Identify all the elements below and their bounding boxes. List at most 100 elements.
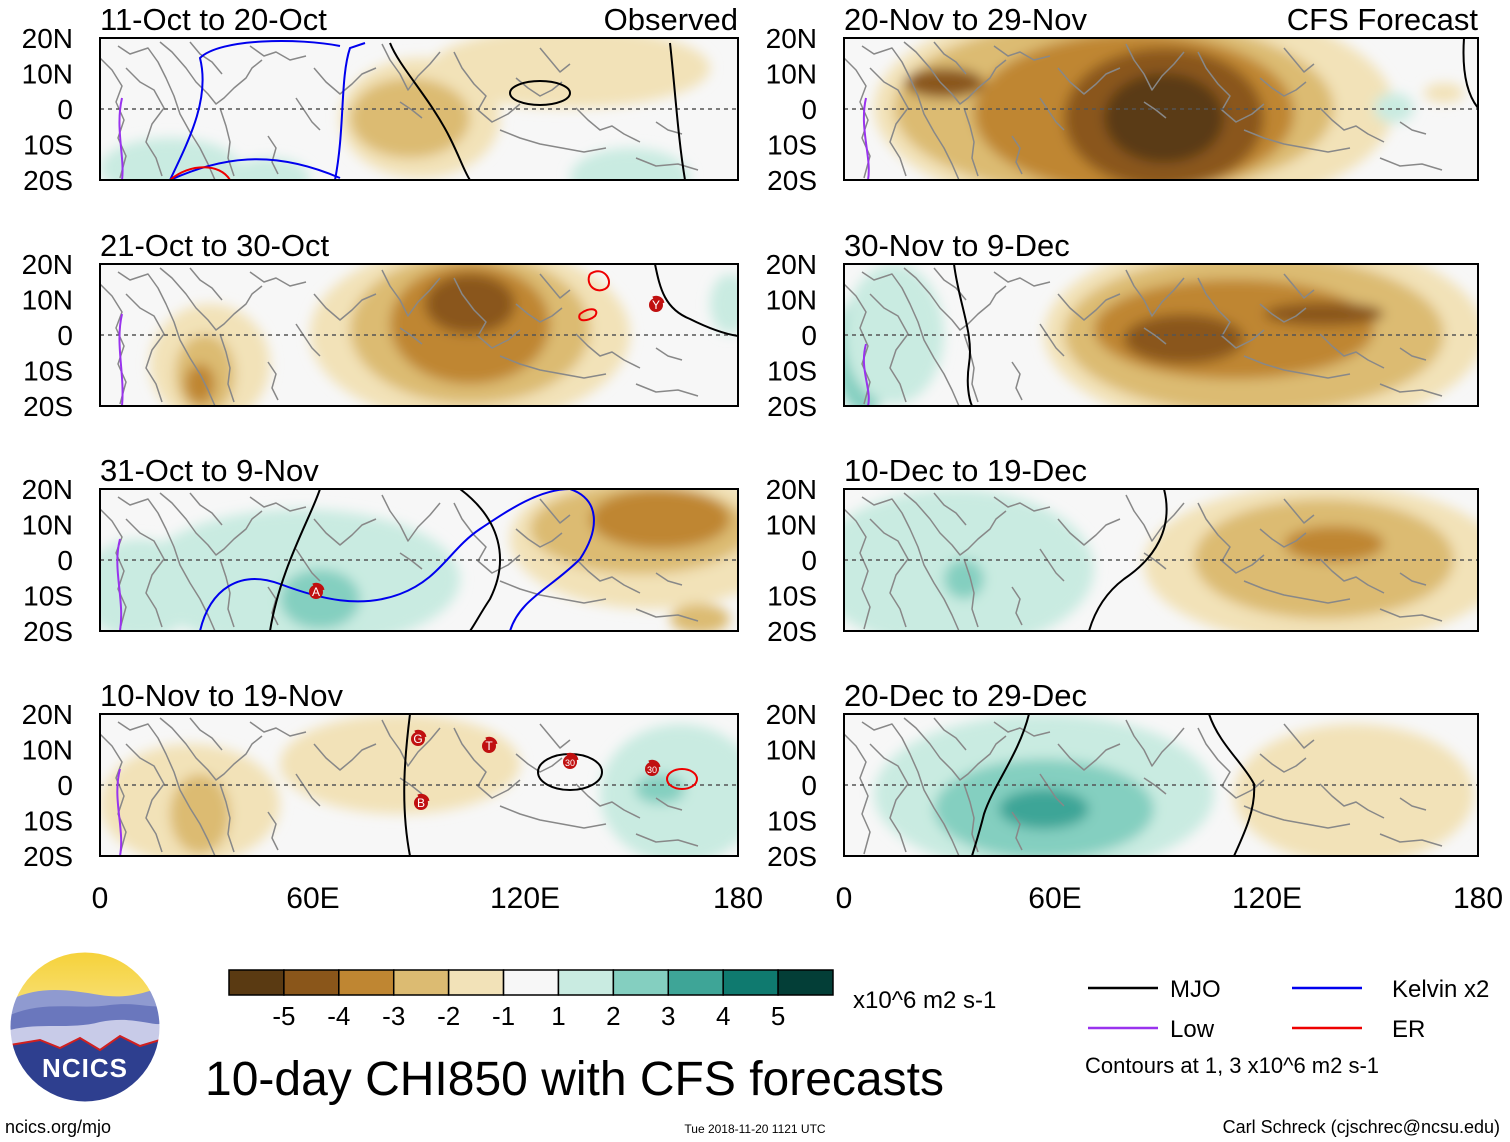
panel-period-label: 20-Nov to 29-Nov bbox=[844, 2, 1087, 37]
colorbar-label: -2 bbox=[437, 1001, 460, 1031]
contour-note: Contours at 1, 3 x10^6 m2 s-1 bbox=[1085, 1053, 1379, 1078]
lat-label: 10S bbox=[23, 130, 73, 161]
legend-label-kelvin: Kelvin x2 bbox=[1392, 976, 1489, 1003]
lat-label: 20S bbox=[767, 841, 817, 872]
lat-label: 10S bbox=[767, 806, 817, 837]
longitude-labels-left: 0 60E 120E 180 bbox=[92, 882, 763, 915]
lat-label: 0 bbox=[801, 545, 817, 576]
contour-legend: MJO Kelvin x2 Low ER Contours at 1, 3 x1… bbox=[1085, 976, 1489, 1078]
storm-marker: 30 bbox=[645, 759, 661, 776]
colorbar-swatch bbox=[777, 969, 834, 996]
colorbar-label: -1 bbox=[492, 1001, 515, 1031]
storm-label: 30 bbox=[647, 765, 657, 775]
storm-label: Y bbox=[652, 298, 660, 312]
legend-label-low: Low bbox=[1170, 1016, 1215, 1043]
lat-label: 20S bbox=[23, 616, 73, 647]
ncics-logo: NCICS bbox=[9, 951, 161, 1103]
storm-marker: G bbox=[411, 729, 427, 746]
units-label: x10^6 m2 s-1 bbox=[853, 987, 996, 1014]
panel-forecast-3: 10-Dec to 19-Dec bbox=[843, 453, 1479, 632]
lat-label: 10N bbox=[766, 59, 817, 90]
lat-label: 20S bbox=[767, 616, 817, 647]
panel-period-label: 21-Oct to 30-Oct bbox=[100, 228, 330, 263]
contours bbox=[118, 264, 738, 406]
lon-label: 180 bbox=[1453, 882, 1503, 915]
contours bbox=[1088, 489, 1168, 631]
contours bbox=[116, 489, 595, 631]
panel-period-label: 10-Nov to 19-Nov bbox=[100, 678, 343, 713]
lat-label: 20S bbox=[767, 165, 817, 196]
lat-label: 20N bbox=[22, 474, 73, 505]
lon-label: 120E bbox=[1232, 882, 1302, 915]
lat-label: 20S bbox=[23, 165, 73, 196]
lat-label: 20N bbox=[22, 699, 73, 730]
longitude-labels-right: 0 60E 120E 180 bbox=[836, 882, 1503, 915]
panel-forecast-4: 20-Dec to 29-Dec bbox=[843, 678, 1479, 857]
colorbar-swatch bbox=[447, 969, 505, 996]
lat-label: 0 bbox=[57, 545, 73, 576]
footer-url: ncics.org/mjo bbox=[5, 1117, 111, 1137]
lat-label: 20S bbox=[767, 391, 817, 422]
panel-forecast-1: 20-Nov to 29-Nov CFS Forecast bbox=[843, 2, 1479, 181]
contours bbox=[971, 714, 1256, 856]
colorbar-swatch bbox=[612, 969, 670, 996]
lat-label: 20S bbox=[23, 391, 73, 422]
footer-author: Carl Schreck (cjschrec@ncsu.edu) bbox=[1223, 1117, 1500, 1137]
panel-period-label: 11-Oct to 20-Oct bbox=[100, 2, 327, 37]
lat-label: 10S bbox=[23, 581, 73, 612]
storm-marker: Y bbox=[649, 295, 665, 312]
lon-label: 0 bbox=[92, 882, 109, 915]
figure-title: 10-day CHI850 with CFS forecasts bbox=[205, 1053, 944, 1106]
storm-marker: B bbox=[414, 793, 430, 810]
storm-label: 30 bbox=[565, 758, 575, 768]
storm-marker: 30 bbox=[563, 752, 579, 769]
lon-label: 60E bbox=[1028, 882, 1081, 915]
lat-label: 20N bbox=[22, 249, 73, 280]
colorbar-label: 4 bbox=[716, 1001, 730, 1031]
panel-period-label: 31-Oct to 9-Nov bbox=[100, 453, 319, 488]
lat-label: 10N bbox=[22, 59, 73, 90]
colorbar-swatch bbox=[392, 969, 450, 996]
lat-label: 10N bbox=[766, 735, 817, 766]
lat-label: 10N bbox=[22, 510, 73, 541]
colorbar-label: -4 bbox=[327, 1001, 350, 1031]
lat-label: 10N bbox=[22, 735, 73, 766]
panel-observed-2: 21-Oct to 30-Oct bbox=[99, 228, 739, 407]
legend-label-mjo: MJO bbox=[1170, 976, 1221, 1003]
storm-label: T bbox=[485, 739, 493, 753]
anomaly-shading bbox=[874, 38, 1464, 180]
anomaly-shading bbox=[100, 38, 710, 180]
panel-period-label: 30-Nov to 9-Dec bbox=[844, 228, 1070, 263]
colorbar-label: -3 bbox=[382, 1001, 405, 1031]
colorbar-swatch bbox=[502, 969, 560, 996]
colorbar-swatch bbox=[557, 969, 615, 996]
lon-label: 0 bbox=[836, 882, 853, 915]
colorbar-label: 1 bbox=[551, 1001, 565, 1031]
lat-label: 10N bbox=[766, 510, 817, 541]
storm-marker: T bbox=[482, 736, 498, 753]
colorbar-swatch bbox=[667, 969, 724, 996]
colorbar-label: 3 bbox=[661, 1001, 675, 1031]
panel-observed-4: 10-Nov to 19-Nov bbox=[99, 678, 739, 857]
lon-label: 60E bbox=[286, 882, 339, 915]
panel-observed-3: 31-Oct to 9-Nov bbox=[99, 453, 739, 632]
lat-label: 0 bbox=[57, 320, 73, 351]
colorbar-swatch bbox=[228, 969, 285, 996]
colorbar-label: 5 bbox=[771, 1001, 785, 1031]
colorbar-swatch bbox=[283, 969, 340, 996]
lat-label: 10S bbox=[767, 130, 817, 161]
colorbar-label: 2 bbox=[606, 1001, 620, 1031]
lat-label: 10S bbox=[767, 581, 817, 612]
latitude-labels: 20N 10N 0 10S 20S 20N 10N 0 10S 20S 20N 10N 0 10S 20S 2… bbox=[22, 23, 817, 872]
contours bbox=[862, 264, 973, 406]
lat-label: 20N bbox=[766, 474, 817, 505]
colorbar-swatch bbox=[338, 969, 395, 996]
lat-label: 10N bbox=[766, 285, 817, 316]
panel-observed-1: 11-Oct to 20-Oct Observed bbox=[99, 2, 739, 181]
footer-timestamp: Tue 2018-11-20 1121 UTC bbox=[684, 1122, 826, 1136]
lat-label: 20N bbox=[766, 249, 817, 280]
lat-label: 10S bbox=[23, 356, 73, 387]
panel-period-label: 20-Dec to 29-Dec bbox=[844, 678, 1087, 713]
logo-text: NCICS bbox=[42, 1053, 128, 1083]
